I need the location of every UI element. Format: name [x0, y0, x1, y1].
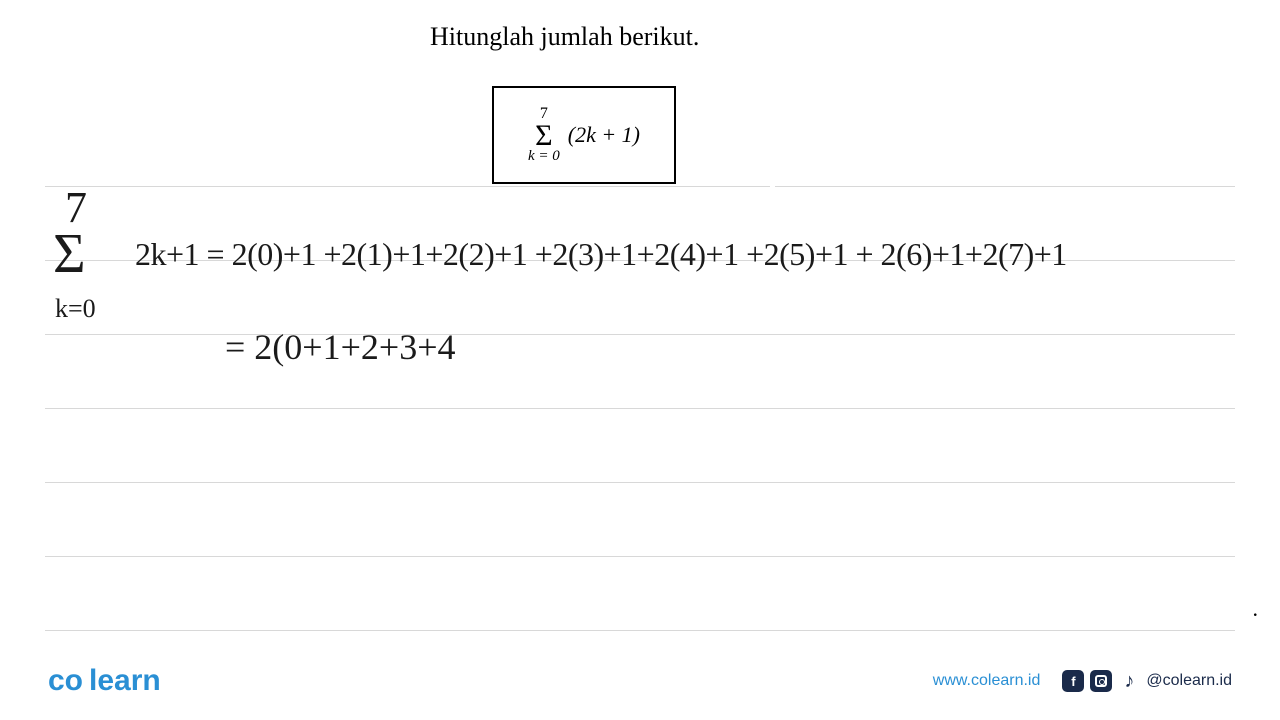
- brand-logo: colearn: [48, 664, 161, 698]
- paper-line: [45, 408, 1235, 409]
- hw-expansion-line-2: = 2(0+1+2+3+4: [225, 326, 456, 368]
- sigma-block: 7 Σ k = 0: [528, 106, 560, 164]
- paper-line: [775, 186, 1235, 187]
- formula-box: 7 Σ k = 0 (2k + 1): [492, 86, 676, 184]
- social-handle: @colearn.id: [1146, 672, 1232, 690]
- paper-line: [45, 482, 1235, 483]
- lined-paper: 7 Σ k=0 2k+1 = 2(0)+1 +2(1)+1+2(2)+1 +2(…: [45, 186, 1280, 666]
- paper-line: [45, 334, 1235, 335]
- stray-dot: .: [1253, 596, 1259, 622]
- hw-sigma-symbol: Σ: [53, 222, 86, 286]
- tiktok-icon: ♪: [1118, 670, 1140, 692]
- sigma-lower-limit: k = 0: [528, 149, 560, 164]
- sigma-summand: (2k + 1): [568, 122, 640, 148]
- paper-line: [45, 186, 770, 187]
- paper-line: [45, 556, 1235, 557]
- sigma-expression: 7 Σ k = 0 (2k + 1): [528, 106, 640, 164]
- hw-sigma-lower: k=0: [55, 294, 96, 324]
- logo-part-2: learn: [89, 664, 161, 697]
- page-title: Hitunglah jumlah berikut.: [430, 22, 699, 52]
- hw-expansion-line-1: 2k+1 = 2(0)+1 +2(1)+1+2(2)+1 +2(3)+1+2(4…: [135, 236, 1067, 273]
- footer: colearn www.colearn.id f ♪ @colearn.id: [0, 642, 1280, 720]
- footer-right: www.colearn.id f ♪ @colearn.id: [933, 670, 1232, 692]
- paper-line: [45, 630, 1235, 631]
- logo-part-1: co: [48, 664, 83, 697]
- instagram-icon: [1090, 670, 1112, 692]
- sigma-symbol: Σ: [535, 122, 552, 149]
- facebook-icon: f: [1062, 670, 1084, 692]
- social-links: f ♪ @colearn.id: [1062, 670, 1232, 692]
- website-url: www.colearn.id: [933, 672, 1041, 690]
